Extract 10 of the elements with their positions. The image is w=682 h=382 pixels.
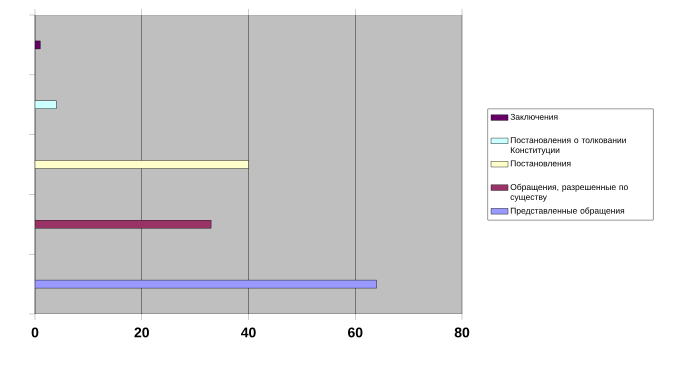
legend-label: Заключения bbox=[510, 114, 558, 120]
x-tick-label: 60 bbox=[348, 328, 362, 338]
legend-label: Представленные обращения bbox=[510, 207, 624, 216]
x-tick-label: 0 bbox=[32, 328, 38, 338]
x-tick-label: 40 bbox=[240, 328, 256, 338]
legend-label: Обращения, разрешенные по существу bbox=[510, 184, 628, 202]
legend-label: Постановления о толковании Конституции bbox=[510, 137, 626, 155]
legend-label: Постановления bbox=[510, 160, 570, 166]
x-tick-label: 20 bbox=[134, 328, 149, 338]
x-tick-label: 80 bbox=[454, 328, 470, 338]
